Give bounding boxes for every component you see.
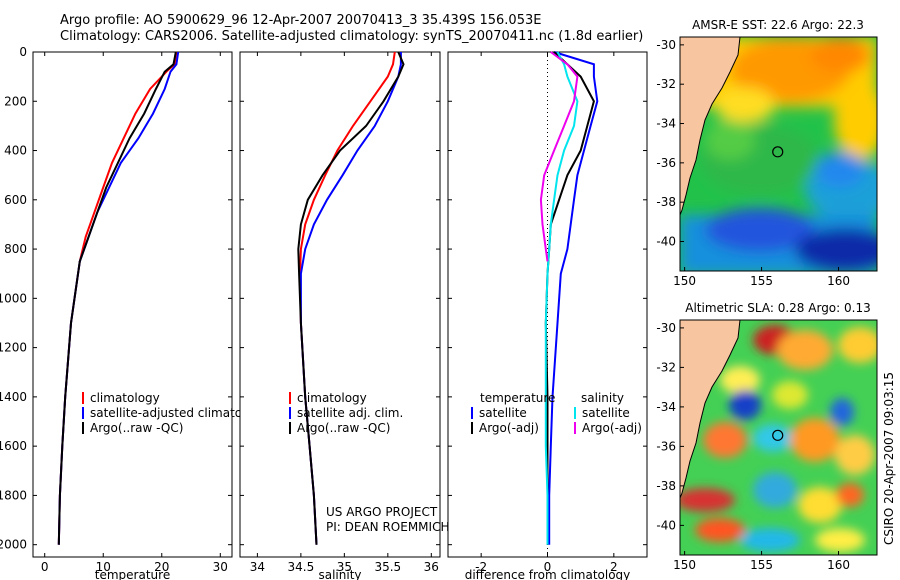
sst-map: AMSR-E SST: 22.6 Argo: 22.3 150 15 bbox=[656, 18, 878, 288]
sla_map-xtick-label: 160 bbox=[827, 558, 850, 572]
pressure-tick-label: 1000 bbox=[0, 291, 27, 305]
sst_map-ytick-label: -36 bbox=[656, 156, 676, 170]
temperature-legend-label: Argo(..raw -QC) bbox=[90, 421, 183, 435]
sla_map-ytick-label: -34 bbox=[656, 400, 676, 414]
diff-temp-legend-label: temperature bbox=[480, 391, 555, 405]
sst_map-xtick-label: 150 bbox=[673, 274, 696, 288]
pressure-tick-label: 2000 bbox=[0, 538, 27, 552]
sla_map-xtick-label: 155 bbox=[750, 558, 773, 572]
sla_map-xtick-label: 150 bbox=[673, 558, 696, 572]
timestamp-label: CSIRO 20-Apr-2007 09:03:15 bbox=[882, 372, 896, 545]
pressure-tick-label: 800 bbox=[4, 242, 27, 256]
salinity-series-argo-raw-qc- bbox=[297, 51, 405, 545]
pressure-tick-label: 200 bbox=[4, 94, 27, 108]
pressure-tick-label: 0 bbox=[19, 45, 27, 59]
sst-float-marker bbox=[772, 146, 784, 158]
temperature-xtick-label: 20 bbox=[154, 560, 169, 574]
salinity-xtick-label: 34.5 bbox=[288, 560, 315, 574]
sst_map-ytick-label: -34 bbox=[656, 117, 676, 131]
salinity-xlabel: salinity bbox=[318, 568, 361, 580]
pressure-tick-label: 1400 bbox=[0, 390, 27, 404]
sst_map-ytick-label: -40 bbox=[656, 235, 676, 249]
sst_map-ytick-label: -30 bbox=[656, 38, 676, 52]
temperature-legend-label: satellite-adjusted climatology bbox=[90, 406, 268, 420]
pressure-tick-label: 400 bbox=[4, 144, 27, 158]
difference-xtick-label: 2 bbox=[610, 560, 618, 574]
temperature-xtick-label: 10 bbox=[96, 560, 111, 574]
header-line-2: Climatology: CARS2006. Satellite-adjuste… bbox=[60, 29, 643, 44]
difference-series-salinity-satellite bbox=[544, 51, 579, 545]
difference-series-temperature-satellite bbox=[548, 51, 599, 545]
diff-temp-legend-label: satellite bbox=[479, 406, 527, 420]
difference-xtick-label: 0 bbox=[544, 560, 552, 574]
salinity-xtick-label: 35 bbox=[337, 560, 352, 574]
temperature-panel: 0 10 20 30 temperature climatologysatellite-a… bbox=[32, 51, 268, 580]
pressure-tick-label: 1600 bbox=[0, 439, 27, 453]
temperature-legend-label: climatology bbox=[90, 391, 160, 405]
diff-temp-legend-label: Argo(-adj) bbox=[479, 421, 539, 435]
project-label: US ARGO PROJECT bbox=[326, 505, 438, 519]
sst_map-xtick-label: 160 bbox=[827, 274, 850, 288]
temperature-series-argo-raw-qc- bbox=[57, 51, 177, 545]
sst_map-xtick-label: 155 bbox=[750, 274, 773, 288]
salinity-xtick-label: 36 bbox=[424, 560, 439, 574]
sst_map-ytick-label: -38 bbox=[656, 195, 676, 209]
sla_map-ytick-label: -38 bbox=[656, 479, 676, 493]
temperature-xlabel: temperature bbox=[95, 568, 170, 580]
sla-float-marker bbox=[772, 429, 784, 441]
sla-map-title: Altimetric SLA: 0.28 Argo: 0.13 bbox=[685, 301, 870, 315]
diff-sal-legend-label: salinity bbox=[581, 391, 624, 405]
temperature-axes-frame bbox=[32, 51, 233, 558]
diff-sal-legend-label: Argo(-adj) bbox=[582, 421, 642, 435]
temperature-xtick-label: 30 bbox=[213, 560, 228, 574]
salinity-legend-label: satellite adj. clim. bbox=[297, 406, 403, 420]
salinity-panel: 34 34.5 35 35.5 36 salinity climatologysatelli… bbox=[239, 51, 441, 580]
salinity-legend-label: climatology bbox=[297, 391, 367, 405]
diff-sal-legend-label: satellite bbox=[582, 406, 630, 420]
sla_map-ytick-label: -30 bbox=[656, 321, 676, 335]
sla_map-ytick-label: -40 bbox=[656, 518, 676, 532]
temperature-xtick-label: 0 bbox=[41, 560, 49, 574]
salinity-axes-frame bbox=[239, 51, 441, 558]
salinity-xtick-label: 35.5 bbox=[374, 560, 401, 574]
sst_map-ytick-label: -32 bbox=[656, 77, 676, 91]
sla_map-ytick-label: -36 bbox=[656, 439, 676, 453]
sst-map-title: AMSR-E SST: 22.6 Argo: 22.3 bbox=[692, 18, 864, 32]
difference-xlabel: difference from climatology bbox=[465, 568, 631, 580]
pressure-axis: 0 200 400 600 800 1000 1200 1400 1600 1800 2000 bbox=[0, 45, 27, 552]
pressure-tick-label: 1200 bbox=[0, 341, 27, 355]
salinity-xtick-label: 34 bbox=[250, 560, 265, 574]
sla-map: Altimetric SLA: 0.28 Argo: 0.13 bbox=[656, 301, 878, 572]
pressure-tick-label: 1800 bbox=[0, 488, 27, 502]
sla_map-ytick-label: -32 bbox=[656, 360, 676, 374]
header-line-1: Argo profile: AO 5900629_96 12-Apr-2007 … bbox=[60, 13, 541, 28]
pressure-tick-label: 600 bbox=[4, 193, 27, 207]
difference-xtick-label: -2 bbox=[475, 560, 487, 574]
salinity-legend-label: Argo(..raw -QC) bbox=[297, 421, 390, 435]
pi-label: PI: DEAN ROEMMICH bbox=[326, 520, 449, 534]
difference-series-salinity-argo-adj- bbox=[539, 51, 579, 262]
difference-series-temperature-argo-adj- bbox=[544, 51, 595, 545]
